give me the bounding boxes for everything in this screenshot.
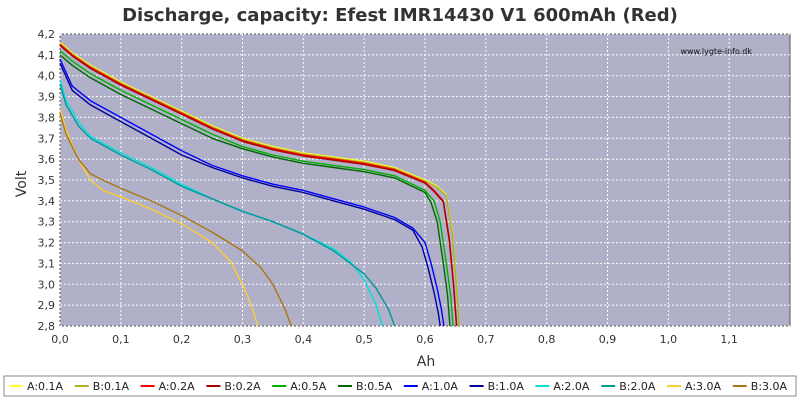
series-line-a-0-5a <box>59 50 454 327</box>
legend-box <box>3 375 797 397</box>
series-line-b-2-0a <box>59 83 396 327</box>
y-tick-label: 2,9 <box>38 299 56 312</box>
legend-label: B:3.0A <box>751 380 788 393</box>
y-tick-label: 3,5 <box>38 174 56 187</box>
y-axis-label: Volt <box>14 170 30 197</box>
legend-label: A:0.2A <box>159 380 196 393</box>
y-tick-label: 3,6 <box>38 153 56 166</box>
x-tick-label: 0,8 <box>538 333 556 346</box>
x-tick-label: 1,1 <box>720 333 738 346</box>
y-tick-label: 2,8 <box>38 320 56 333</box>
legend-label: A:3.0A <box>685 380 722 393</box>
legend-label: B:2.0A <box>619 380 656 393</box>
legend-label: B:0.5A <box>356 380 393 393</box>
watermark: www.lygte-info.dk <box>680 47 752 56</box>
x-tick-label: 0,3 <box>234 333 252 346</box>
series-line-b-1-0a <box>59 62 441 327</box>
x-axis-ticks: 0,0 0,1 0,2 0,3 0,4 0,5 0,6 0,7 0,8 0,9 1,0 1,1 <box>51 333 738 346</box>
series-layer <box>59 41 460 327</box>
y-tick-label: 3,0 <box>38 278 56 291</box>
legend-label: B:0.1A <box>93 380 130 393</box>
y-tick-label: 3,9 <box>38 91 56 104</box>
x-tick-label: 0,4 <box>295 333 313 346</box>
legend-label: B:1.0A <box>488 380 525 393</box>
x-tick-label: 0,0 <box>51 333 69 346</box>
series-line-a-0-1a <box>59 41 460 327</box>
x-tick-label: 0,9 <box>599 333 617 346</box>
series-line-b-0-2a <box>59 44 458 327</box>
series-line-b-3-0a <box>59 113 292 327</box>
y-tick-label: 3,1 <box>38 257 56 270</box>
legend-label: A:2.0A <box>553 380 590 393</box>
x-tick-label: 0,2 <box>173 333 191 346</box>
y-tick-label: 4,1 <box>38 49 56 62</box>
legend: A:0.1A B:0.1A A:0.2A B:0.2A A:0.5A B:0.5A A:1.… <box>3 375 797 397</box>
legend-label: A:1.0A <box>422 380 459 393</box>
y-tick-label: 3,2 <box>38 237 56 250</box>
y-tick-label: 3,4 <box>38 195 56 208</box>
legend-label: B:0.2A <box>224 380 261 393</box>
y-tick-label: 4,0 <box>38 70 56 83</box>
chart-title: Discharge, capacity: Efest IMR14430 V1 6… <box>122 5 678 26</box>
series-line-b-0-1a <box>59 42 460 327</box>
x-axis-label: Ah <box>417 354 435 370</box>
series-line-b-0-5a <box>59 54 451 327</box>
x-tick-label: 0,7 <box>477 333 495 346</box>
legend-label: A:0.5A <box>290 380 327 393</box>
x-tick-label: 0,1 <box>112 333 130 346</box>
x-tick-label: 0,5 <box>355 333 373 346</box>
y-tick-label: 3,8 <box>38 111 56 124</box>
y-tick-label: 3,3 <box>38 216 56 229</box>
y-tick-label: 4,2 <box>38 28 56 41</box>
series-line-a-1-0a <box>59 58 445 327</box>
x-tick-label: 1,0 <box>660 333 678 346</box>
y-tick-label: 3,7 <box>38 132 56 145</box>
x-tick-label: 0,6 <box>416 333 434 346</box>
y-axis-ticks: 2,8 2,9 3,0 3,1 3,2 3,3 3,4 3,5 3,6 3,7 3,8 3,9 4,0 4… <box>38 28 56 333</box>
legend-label: A:0.1A <box>27 380 64 393</box>
